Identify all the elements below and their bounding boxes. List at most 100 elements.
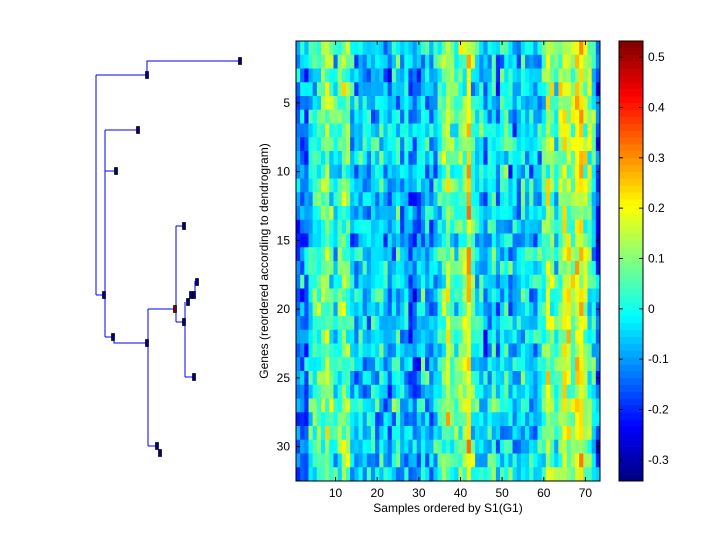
heatmap-cell [379,426,384,441]
heatmap-cell [416,68,422,83]
heatmap-cell [345,206,351,221]
heatmap-cell [483,343,488,358]
heatmap-cell [316,68,322,83]
heatmap-cell [391,137,397,152]
heatmap-cell [329,233,334,248]
heatmap-cell [441,343,447,358]
heatmap-cell [450,82,455,97]
heatmap-cell [558,439,563,454]
heatmap-cell [316,412,322,427]
heatmap-cell [312,137,318,152]
heatmap-cell [550,109,555,124]
heatmap-cell [558,302,563,317]
heatmap-cell [591,192,597,207]
heatmap-cell [400,288,405,303]
heatmap-cell [566,192,572,207]
heatmap-cell [441,412,447,427]
heatmap-cell [537,274,542,289]
heatmap-cell [591,439,597,454]
heatmap-cell [308,137,313,152]
heatmap-cell [562,109,567,124]
heatmap-cell [545,68,551,83]
heatmap-cell [404,261,409,276]
heatmap-cell [387,329,393,344]
colorbar-segment [619,157,643,166]
heatmap-cell [383,343,388,358]
heatmap-cell [425,96,430,111]
heatmap-cell [508,274,513,289]
heatmap-cell [300,82,305,97]
heatmap-cell [491,96,497,111]
heatmap-cell [362,109,368,124]
heatmap-cell [570,164,576,179]
heatmap-cell [329,68,334,83]
heatmap-cell [591,219,597,234]
heatmap-cell [541,219,547,234]
heatmap-cell [400,82,405,97]
heatmap-cell [500,123,505,138]
heatmap-cell [454,206,459,221]
heatmap-cell [366,54,372,69]
heatmap-cell [412,178,418,193]
heatmap-cell [550,82,555,97]
heatmap-cell [545,123,551,138]
heatmap-cell [366,41,372,56]
heatmap-cell [441,109,447,124]
heatmap-cell [437,247,443,262]
heatmap-cell [537,82,542,97]
heatmap-cell [412,439,418,454]
heatmap-cell [533,178,538,193]
heatmap-cell [537,426,542,441]
heatmap-cell [558,261,563,276]
colorbar-segment [619,206,643,214]
heatmap-cell [533,82,538,97]
heatmap-cell [470,247,476,262]
heatmap-cell [362,329,368,344]
heatmap-cell [458,439,463,454]
heatmap-cell [412,316,418,331]
heatmap-cell [504,274,509,289]
heatmap-cell [545,219,551,234]
colorbar-segment [619,350,643,358]
heatmap-cell [533,41,538,56]
heatmap-cell [412,206,418,221]
heatmap-cell [550,412,555,427]
heatmap-cell [341,206,347,221]
heatmap-cell [579,426,584,441]
heatmap-cell [408,261,413,276]
heatmap-cell [341,137,347,152]
heatmap-cell [450,109,455,124]
heatmap-cell [420,41,426,56]
heatmap-cell [325,343,330,358]
heatmap-cell [516,302,522,317]
heatmap-cell [495,206,501,221]
heatmap-cell [320,54,326,69]
heatmap-cell [379,343,384,358]
heatmap-cell [350,247,355,262]
heatmap-cell [412,453,418,468]
heatmap-cell [320,329,326,344]
heatmap-cell [466,357,472,372]
colorbar-segment [619,288,643,296]
heatmap-cell [366,453,372,468]
heatmap-cell [500,467,505,482]
heatmap-cell [579,453,584,468]
heatmap-cell [404,233,409,248]
heatmap-cell [587,247,592,262]
heatmap-cell [325,412,330,427]
heatmap-cell [508,137,513,152]
heatmap-cell [304,96,309,111]
heatmap-cell [391,467,397,482]
heatmap-cell [591,426,597,441]
heatmap-cell [358,192,363,207]
heatmap-cell [587,219,592,234]
heatmap-cell [562,439,567,454]
heatmap-cell [458,412,463,427]
heatmap-cell [516,371,522,386]
heatmap-cell [362,288,368,303]
heatmap-cell [345,82,351,97]
heatmap-cell [450,151,455,166]
heatmap-cell [316,123,322,138]
heatmap-cell [320,178,326,193]
heatmap-cell [562,412,567,427]
